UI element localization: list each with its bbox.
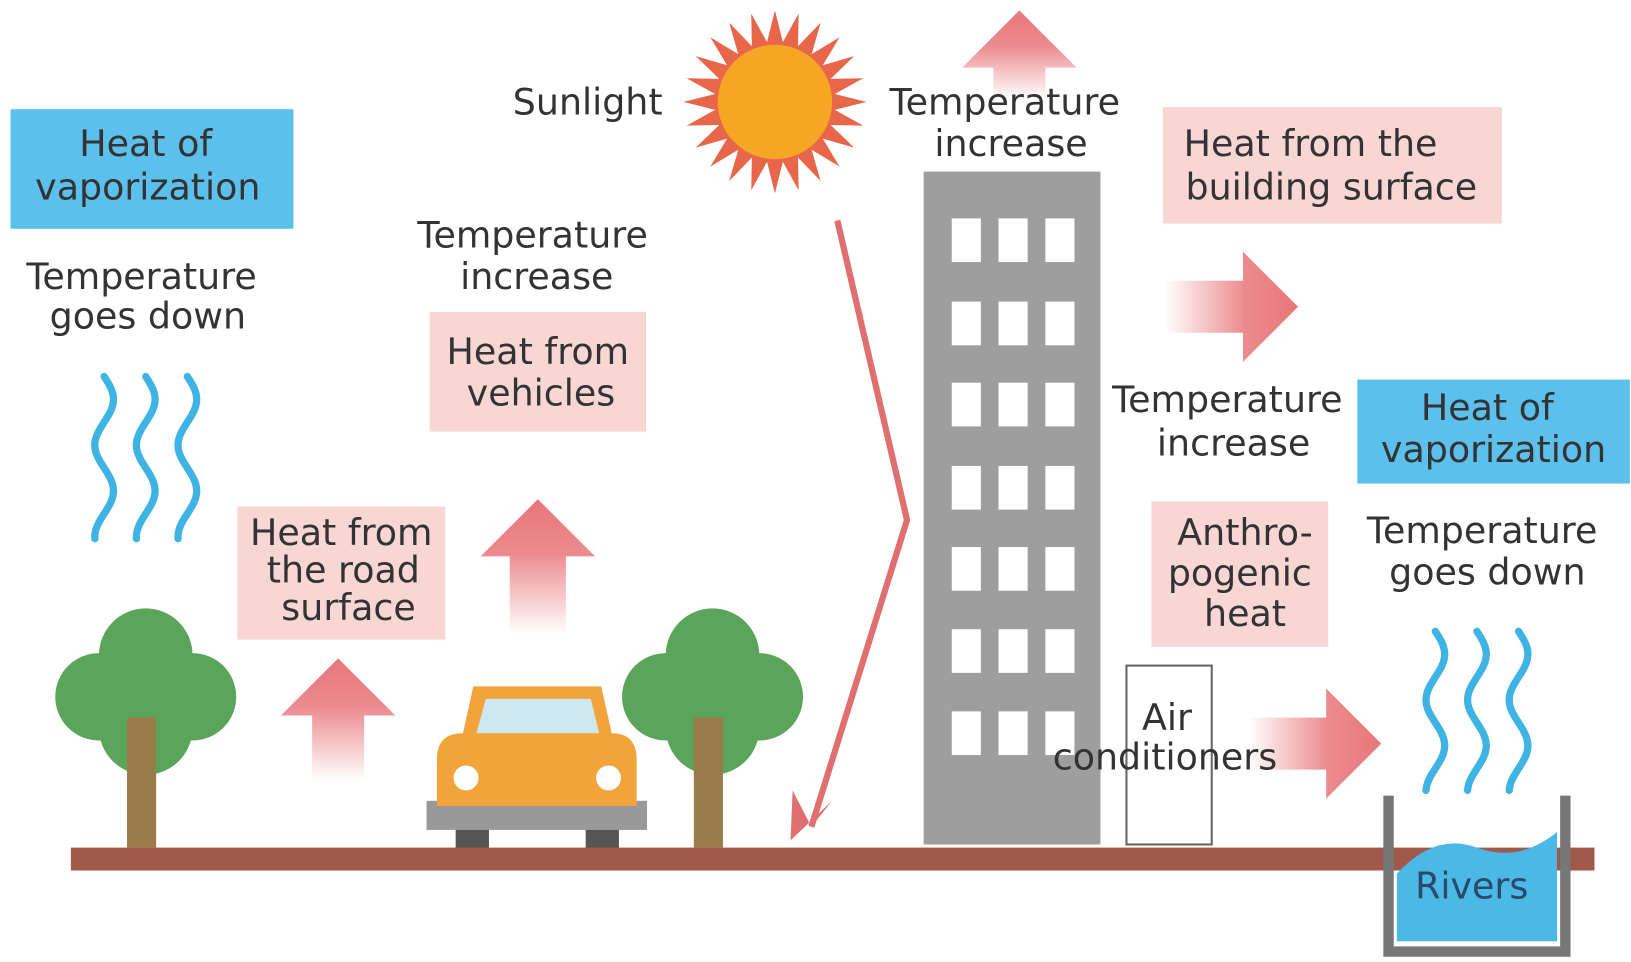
sunlight-arrowhead — [791, 790, 833, 840]
label: building surface — [1185, 166, 1477, 209]
window — [952, 218, 981, 262]
label: vaporization — [1381, 428, 1606, 471]
label: Heat from — [447, 330, 629, 373]
wave — [178, 376, 197, 538]
window — [999, 383, 1028, 427]
label: Sunlight — [513, 80, 663, 123]
label: goes down — [50, 295, 246, 338]
label: Temperature — [889, 80, 1120, 123]
label: Rivers — [1415, 865, 1528, 908]
window — [952, 629, 981, 673]
window — [999, 711, 1028, 755]
label: Temperature — [416, 214, 647, 257]
label: goes down — [1389, 550, 1585, 593]
label: pogenic — [1168, 552, 1312, 595]
label: conditioners — [1053, 736, 1277, 779]
window — [999, 302, 1028, 346]
window — [952, 711, 981, 755]
car — [427, 686, 647, 849]
sun-disc — [718, 45, 832, 159]
window — [1045, 547, 1074, 591]
wave — [95, 376, 114, 538]
window — [1045, 466, 1074, 510]
diagram: Heat of vaporization Temperature goes do… — [0, 0, 1631, 962]
label: increase — [934, 122, 1087, 165]
window — [1045, 302, 1074, 346]
label: Temperature — [1111, 378, 1342, 421]
window — [1045, 383, 1074, 427]
ground — [71, 848, 1595, 871]
sun — [683, 10, 866, 193]
label: heat — [1204, 592, 1286, 635]
window — [999, 547, 1028, 591]
window — [999, 218, 1028, 262]
wave — [1468, 631, 1487, 790]
window — [952, 466, 981, 510]
window — [1045, 218, 1074, 262]
label: Heat from the — [1184, 122, 1438, 165]
heat-arrow — [281, 658, 395, 780]
window — [952, 302, 981, 346]
window — [952, 547, 981, 591]
tree — [622, 608, 803, 847]
window — [999, 466, 1028, 510]
label: Heat of — [1421, 386, 1555, 429]
label: Temperature — [25, 255, 256, 298]
window — [952, 383, 981, 427]
label: Temperature — [1366, 509, 1597, 552]
heat-arrow — [1165, 252, 1298, 362]
heat-arrow — [481, 499, 595, 634]
label: increase — [1157, 422, 1310, 465]
label: vaporization — [35, 166, 260, 209]
window — [1045, 629, 1074, 673]
sunlight-ray — [811, 220, 907, 826]
wave — [1426, 631, 1445, 790]
wave — [136, 376, 155, 538]
wave — [1509, 631, 1528, 790]
label: Heat of — [79, 122, 213, 165]
label: increase — [460, 255, 613, 298]
page: {"labels": { "sunlight": "Sunlight", "he… — [0, 0, 1631, 962]
label: surface — [281, 586, 415, 629]
label: Air — [1142, 696, 1192, 739]
label: vehicles — [467, 372, 616, 415]
tree — [55, 608, 236, 847]
window — [999, 629, 1028, 673]
label: Anthro- — [1177, 511, 1312, 554]
